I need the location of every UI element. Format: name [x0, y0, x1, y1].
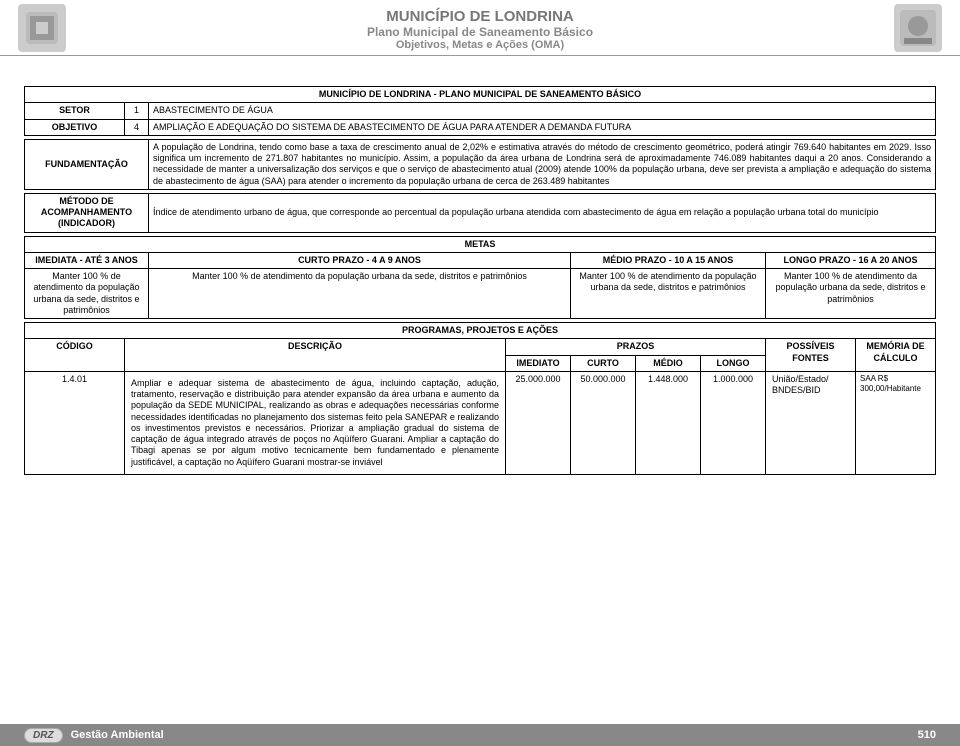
col-prazo-medio: MÉDIO: [636, 355, 701, 371]
footer-page-number: 510: [918, 729, 936, 741]
setor-label: SETOR: [25, 103, 125, 119]
programas-header: PROGRAMAS, PROJETOS E AÇÕES: [25, 323, 936, 339]
col-prazos: PRAZOS: [506, 339, 766, 355]
programas-subheader-row-1: CÓDIGO DESCRIÇÃO PRAZOS POSSÍVEIS FONTES…: [25, 339, 936, 355]
content-area: MUNICÍPIO DE LONDRINA - PLANO MUNICIPAL …: [0, 56, 960, 475]
program-memoria: SAA R$ 300,00/Habitante: [856, 371, 936, 474]
metodo-text: Índice de atendimento urbano de água, qu…: [149, 193, 936, 232]
program-prazo-longo: 1.000.000: [701, 371, 766, 474]
page-footer: DRZ Gestão Ambiental 510: [0, 724, 960, 746]
setor-text: ABASTECIMENTO DE ÁGUA: [149, 103, 936, 119]
metas-col-2: MÉDIO PRAZO - 10 A 15 ANOS: [571, 252, 766, 268]
footer-brand-text: Gestão Ambiental: [71, 729, 164, 741]
plan-title-row: MUNICÍPIO DE LONDRINA - PLANO MUNICIPAL …: [25, 87, 936, 103]
program-codigo: 1.4.01: [25, 371, 125, 474]
program-descricao: Ampliar e adequar sistema de abastecimen…: [125, 371, 506, 474]
metas-values-row: Manter 100 % de atendimento da população…: [25, 269, 936, 319]
program-prazo-curto: 50.000.000: [571, 371, 636, 474]
col-codigo: CÓDIGO: [25, 339, 125, 372]
col-fontes: POSSÍVEIS FONTES: [766, 339, 856, 372]
footer-brand-tag: DRZ: [24, 728, 63, 743]
footer-brand: DRZ Gestão Ambiental: [24, 728, 164, 743]
pmsb-logo-icon: [894, 4, 942, 52]
metodo-label: MÉTODO DE ACOMPANHAMENTO (INDICADOR): [25, 193, 149, 232]
col-prazo-longo: LONGO: [701, 355, 766, 371]
metas-col-0: IMEDIATA - ATÉ 3 ANOS: [25, 252, 149, 268]
header-title-3: Objetivos, Metas e Ações (OMA): [0, 39, 960, 51]
metas-val-3: Manter 100 % de atendimento da população…: [766, 269, 936, 319]
programas-header-row: PROGRAMAS, PROJETOS E AÇÕES: [25, 323, 936, 339]
metas-val-1: Manter 100 % de atendimento da população…: [149, 269, 571, 319]
metas-val-0: Manter 100 % de atendimento da população…: [25, 269, 149, 319]
metas-val-2: Manter 100 % de atendimento da população…: [571, 269, 766, 319]
col-prazo-imediato: IMEDIATO: [506, 355, 571, 371]
page-header: MUNICÍPIO DE LONDRINA Plano Municipal de…: [0, 0, 960, 56]
metodo-row: MÉTODO DE ACOMPANHAMENTO (INDICADOR) Índ…: [25, 193, 936, 232]
fundamentacao-text: A população de Londrina, tendo como base…: [149, 139, 936, 189]
metas-header: METAS: [25, 236, 936, 252]
setor-num: 1: [125, 103, 149, 119]
metas-col-3: LONGO PRAZO - 16 A 20 ANOS: [766, 252, 936, 268]
plan-table: MUNICÍPIO DE LONDRINA - PLANO MUNICIPAL …: [24, 86, 936, 475]
program-prazo-imediato: 25.000.000: [506, 371, 571, 474]
objetivo-label: OBJETIVO: [25, 119, 125, 135]
program-row-0: 1.4.01 Ampliar e adequar sistema de abas…: [25, 371, 936, 474]
fundamentacao-row: FUNDAMENTAÇÃO A população de Londrina, t…: [25, 139, 936, 189]
plan-title-cell: MUNICÍPIO DE LONDRINA - PLANO MUNICIPAL …: [25, 87, 936, 103]
municipality-crest-icon: [18, 4, 66, 52]
program-fontes: União/Estado/ BNDES/BID: [766, 371, 856, 474]
metas-col-1: CURTO PRAZO - 4 A 9 ANOS: [149, 252, 571, 268]
objetivo-row: OBJETIVO 4 AMPLIAÇÃO E ADEQUAÇÃO DO SIST…: [25, 119, 936, 135]
header-title-1: MUNICÍPIO DE LONDRINA: [0, 8, 960, 25]
program-prazo-medio: 1.448.000: [636, 371, 701, 474]
objetivo-text: AMPLIAÇÃO E ADEQUAÇÃO DO SISTEMA DE ABAS…: [149, 119, 936, 135]
header-title-2: Plano Municipal de Saneamento Básico: [0, 25, 960, 39]
setor-row: SETOR 1 ABASTECIMENTO DE ÁGUA: [25, 103, 936, 119]
col-prazo-curto: CURTO: [571, 355, 636, 371]
col-memoria: MEMÓRIA DE CÁLCULO: [856, 339, 936, 372]
objetivo-num: 4: [125, 119, 149, 135]
fundamentacao-label: FUNDAMENTAÇÃO: [25, 139, 149, 189]
metas-columns-row: IMEDIATA - ATÉ 3 ANOS CURTO PRAZO - 4 A …: [25, 252, 936, 268]
col-descricao: DESCRIÇÃO: [125, 339, 506, 372]
metas-header-row: METAS: [25, 236, 936, 252]
